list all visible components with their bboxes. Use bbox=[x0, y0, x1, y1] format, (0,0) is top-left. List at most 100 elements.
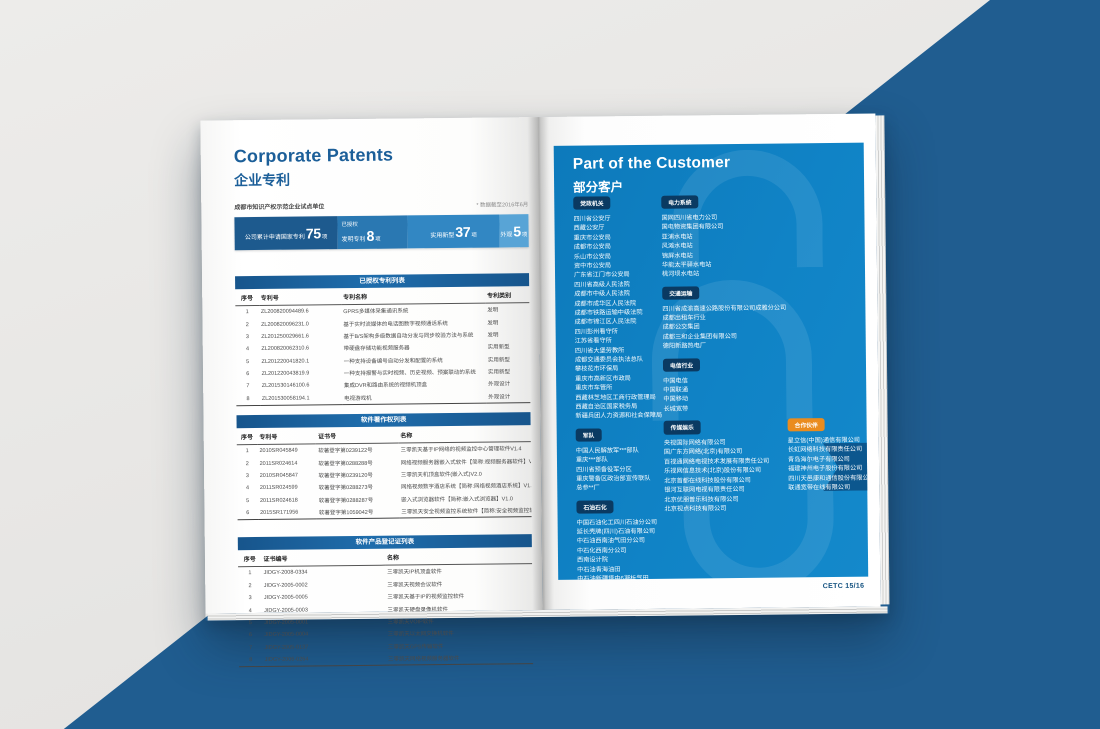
table-cell: 8 bbox=[238, 653, 263, 667]
table-cell: 实用新型 bbox=[487, 344, 510, 351]
table-cell: 2011SR024614 bbox=[259, 460, 298, 467]
table-cell: 三零凯天网络视频服务器软件 bbox=[385, 651, 534, 666]
table-cell: 2 bbox=[248, 582, 252, 589]
left-page: Corporate Patents 企业专利 成都市知识产权示范企业试点单位 *… bbox=[200, 117, 543, 667]
table-cell: 5 bbox=[246, 358, 250, 365]
customer-item: 四川天邑康和通信股份有限公司 bbox=[788, 474, 869, 482]
table-cell: 实用新型 bbox=[487, 369, 510, 376]
customer-list: 国网四川省电力公司 国电物资集团有限公司 亚浦水电站 风滩水电站 锦屏水电站 华能太平驿水… bbox=[661, 212, 790, 279]
table-cell: 2015SR171956 bbox=[258, 506, 317, 520]
category-badge: 石油石化 bbox=[576, 500, 614, 514]
table-cell: JIDGY-2008-0334 bbox=[263, 569, 308, 577]
stat-value-line: 实用新型 37 项 bbox=[430, 223, 477, 239]
customer-list: 中国人民解放军***部队 重庆***部队 四川省预备役军分区 重庆警备区政治部宣传联队… bbox=[576, 445, 668, 493]
customer-item: 桃河坝水电站 bbox=[662, 270, 700, 279]
customer-list: 中国电信 中国联通 中国移动 长城宽带 bbox=[663, 375, 791, 414]
customer-item: 长虹网络科技有限责任公司 bbox=[787, 445, 863, 454]
stat-segment: 已授权 发明专利 8 项 bbox=[337, 215, 409, 250]
customer-item: 德阳新路热电厂 bbox=[662, 342, 707, 351]
patent-table: 软件著作权列表 序号 专利号 证书号 名称 1 2010SR045849 软著登字第02391… bbox=[236, 412, 532, 520]
stat-value-line: 发明专利 8 项 bbox=[341, 227, 404, 244]
stat-segment: 外观 5 项 bbox=[498, 214, 529, 248]
stat-value-line: 外观 5 项 bbox=[500, 223, 527, 239]
brochure-spread: Corporate Patents 企业专利 成都市知识产权示范企业试点单位 *… bbox=[200, 113, 890, 667]
customer-item: 西藏林芝地区工商行政管理局 bbox=[575, 393, 656, 402]
table-cell: 软著登字第0288273号 bbox=[318, 485, 374, 492]
stat-unit: 项 bbox=[471, 232, 477, 239]
customer-column-1: 党政机关 四川省公安厅 西藏公安厅 重庆市公安局 成都市公安局 乐山市公安局 资中市公安局广… bbox=[573, 189, 669, 580]
table-cell: 发明 bbox=[487, 320, 499, 327]
table-cell: 1 bbox=[248, 570, 252, 577]
customer-column-2: 电力系统国网四川省电力公司 国电物资集团有限公司 亚浦水电站 风滩水电站 锦屏水电站 华能… bbox=[661, 187, 792, 514]
stat-label: 外观 bbox=[500, 231, 513, 238]
stat-label: 实用新型 bbox=[430, 232, 455, 239]
customer-item: 新疆兵团人力资源和社会保障局 bbox=[575, 412, 663, 421]
column-header: 名称 bbox=[384, 547, 533, 566]
stat-segment: 实用新型 37 项 bbox=[407, 214, 500, 249]
stat-label-top: 已授权 bbox=[341, 221, 358, 228]
customer-list: 星立信(中国)通信有限公司 长虹网络科技有限责任公司 青岛海尔电子有限公司 福建神州电… bbox=[787, 436, 869, 493]
data-note: * 数据截至2016年6月 bbox=[476, 202, 529, 209]
table: 序号 证书编号 名称 1 JIDGY-2008-0334 三零凯天IP机顶盒软件 2 JIDG… bbox=[237, 547, 534, 667]
table-cell: 7 bbox=[246, 383, 250, 390]
column-header: 专利号 bbox=[257, 427, 317, 445]
customer-list: 四川省成渝高速公路股份有限公司成雅分公司 成都出租车行业 成都公交集团 成都三和企业集… bbox=[662, 303, 790, 351]
table-cell: 外观设计 bbox=[486, 389, 531, 404]
table-cell: 电视游戏机 bbox=[342, 390, 487, 405]
table-cell: 外观设计 bbox=[488, 381, 511, 389]
table-cell: 3 bbox=[245, 334, 249, 341]
table-cell: 实用新型 bbox=[487, 357, 510, 364]
customer-item: 北京视点科技有限公司 bbox=[664, 505, 727, 513]
table-cell: 1 bbox=[245, 448, 249, 455]
table-cell: 2 bbox=[245, 460, 249, 467]
patent-table: 软件产品登记证列表 序号 证书编号 名称 1 JIDGY-2008-0334 三零凯天IP机… bbox=[237, 534, 534, 667]
customer-item: 四川省成渝高速公路股份有限公司成雅分公司 bbox=[662, 304, 787, 313]
table-cell: 7 bbox=[249, 644, 253, 651]
column-header: 序号 bbox=[236, 428, 258, 445]
column-header: 证书号 bbox=[315, 426, 399, 444]
column-header: 专利类别 bbox=[485, 286, 530, 304]
table-cell: 发明 bbox=[487, 332, 499, 339]
table-cell: ZL200820062310.6 bbox=[261, 345, 310, 353]
table-cell: 6 bbox=[248, 632, 253, 639]
table-cell: ZL200820096231.0 bbox=[261, 321, 309, 328]
table-cell: 4 bbox=[245, 346, 250, 353]
table-cell: 3 bbox=[245, 473, 249, 480]
table-cell: ZL201250029661.6 bbox=[261, 333, 309, 340]
table-cell: ZL201530146100.6 bbox=[261, 382, 310, 390]
stat-value-line: 公司累计申请国家专利 75 项 bbox=[245, 225, 328, 242]
column-header: 名称 bbox=[398, 425, 531, 444]
category-badge: 合作伙伴 bbox=[787, 418, 825, 432]
table-cell: 6 bbox=[246, 371, 250, 378]
table-row: 8 JIDGY-2006-0264 三零凯天网络视频服务器软件 bbox=[238, 651, 534, 667]
stat-unit: 项 bbox=[521, 231, 528, 238]
category-badge: 电力系统 bbox=[661, 195, 699, 210]
table-cell: 软著登字第0288287号 bbox=[318, 497, 374, 505]
table-cell: 软著登字第0288288号 bbox=[318, 460, 373, 467]
table-row: 6 2015SR171956 软著登字第1059042号 三零凯天安全视频监控系统软件… bbox=[237, 504, 532, 520]
stat-segment: 公司累计申请国家专利 75 项 bbox=[234, 216, 338, 251]
right-page: Part of the Customer 部分客户 党政机关 四川省公安厅 西藏公安… bbox=[537, 113, 881, 611]
customer-column-3: 合作伙伴星立信(中国)通信有限公司 长虹网络科技有限责任公司 青岛海尔电子有限公司福… bbox=[785, 187, 869, 493]
table-cell: JIDGY-2006-0264 bbox=[262, 652, 387, 667]
stat-label: 公司累计申请国家专利 bbox=[244, 234, 305, 241]
column-header: 专利名称 bbox=[340, 286, 486, 305]
category-badge: 交通运输 bbox=[662, 286, 700, 300]
table-cell: 2011SR024599 bbox=[259, 484, 298, 492]
patent-tables: 已授权专利列表 序号 专利号 专利名称 专利类别 1 ZL200820094489.6 GPR… bbox=[235, 273, 534, 667]
category-badge: 传媒娱乐 bbox=[663, 420, 701, 435]
left-page-title-en: Corporate Patents bbox=[233, 144, 394, 167]
table-cell: 软著登字第1059042号 bbox=[316, 505, 400, 520]
customer-item: 联通宽带在线有限公司 bbox=[788, 483, 851, 492]
table-cell: ZL201530058194.1 bbox=[259, 391, 343, 406]
table: 序号 专利号 专利名称 专利类别 1 ZL200820094489.6 GPRS多媒体采集通… bbox=[235, 286, 531, 406]
stat-value: 75 bbox=[305, 224, 321, 241]
table-cell: 2010SR045847 bbox=[259, 472, 298, 479]
table-cell: 发明 bbox=[487, 307, 499, 314]
table-cell: 8 bbox=[236, 392, 260, 406]
patent-stats-bar: 公司累计申请国家专利 75 项已授权 发明专利 8 项实用新型 37 项外观 5 项 bbox=[234, 214, 529, 251]
table-cell: 三零凯天安全视频监控系统软件【简称:安全视频监控软件】V2.0 bbox=[399, 504, 532, 519]
customer-list: 央视国际网络有限公司 国广东方网络(北京)有限公司 百视通网络电视技术发展有限责任公… bbox=[664, 437, 793, 514]
customer-item: 总参**厂 bbox=[576, 484, 600, 493]
customer-panel: Part of the Customer 部分客户 党政机关 四川省公安厅 西藏公安… bbox=[553, 142, 869, 580]
